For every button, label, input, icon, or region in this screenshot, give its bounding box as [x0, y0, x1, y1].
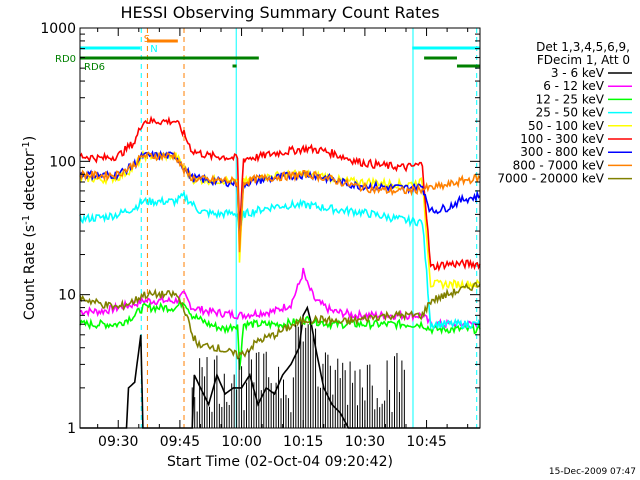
series-line-2: [79, 267, 481, 330]
legend: Det 1,3,4,5,6,9, FDecim 1, Att 0 3 - 6 k…: [497, 40, 632, 186]
y-tick-label-0: 1: [67, 421, 76, 437]
series-line-4: [79, 189, 481, 331]
rd6-label: RD6: [84, 62, 105, 73]
x-tick-label-0: 09:30: [98, 434, 138, 450]
y-axis-label-part3: ): [22, 136, 38, 141]
y-axis-label: Count Rate (s-1 detector-1): [21, 136, 39, 320]
series-spikes: [191, 321, 405, 428]
legend-header-line2: FDecim 1, Att 0: [537, 53, 630, 67]
s-label: S: [144, 34, 150, 45]
x-tick-label-4: 10:30: [345, 434, 385, 450]
legend-label-5: 50 - 100 keV: [528, 119, 605, 133]
y-axis-ticks: 1 10 100 1000: [40, 21, 480, 437]
status-bars: RD0 RD6 SN: [55, 34, 480, 73]
legend-label-7: 300 - 800 keV: [520, 145, 604, 159]
legend-label-9: 7000 - 20000 keV: [497, 172, 604, 186]
n-label: N: [150, 44, 157, 55]
series-lines: [79, 115, 481, 429]
y-axis-label-part2: detector: [22, 151, 38, 215]
chart-title: HESSI Observing Summary Count Rates: [120, 3, 439, 22]
series-line-9: [79, 281, 481, 360]
series-line-8: [79, 151, 481, 253]
y-axis-label-sup1: -1: [21, 215, 32, 225]
legend-label-1: 3 - 6 keV: [551, 66, 605, 80]
legend-label-2: 6 - 12 keV: [543, 79, 605, 93]
x-tick-label-5: 10:45: [406, 434, 446, 450]
rd0-label: RD0: [55, 54, 76, 65]
legend-label-6: 100 - 300 keV: [520, 132, 604, 146]
series-line-6: [79, 115, 481, 272]
y-axis-label-part1: Count Rate (s: [22, 225, 38, 320]
vertical-markers: [140, 28, 478, 428]
legend-label-4: 25 - 50 keV: [536, 106, 605, 120]
x-axis-label: Start Time (02-Oct-04 09:20:42): [167, 454, 393, 470]
legend-label-3: 12 - 25 keV: [536, 92, 605, 106]
x-tick-label-2: 10:00: [221, 434, 261, 450]
y-tick-label-1: 10: [58, 288, 76, 304]
y-axis-label-sup2: -1: [21, 141, 32, 151]
generation-timestamp: 15-Dec-2009 07:47: [549, 467, 636, 477]
y-tick-label-3: 1000: [40, 21, 76, 37]
plot-area: RD0 RD6 SN: [55, 28, 481, 429]
plot-frame: [79, 27, 481, 429]
legend-label-8: 800 - 7000 keV: [513, 158, 605, 172]
x-tick-label-3: 10:15: [283, 434, 323, 450]
x-axis-ticks: 09:30 09:45 10:00 10:15 10:30 10:45: [97, 28, 469, 450]
legend-header-line1: Det 1,3,4,5,6,9,: [536, 40, 630, 54]
series-line-3: [79, 297, 481, 370]
x-tick-label-1: 09:45: [160, 434, 200, 450]
y-tick-label-2: 100: [49, 154, 76, 170]
